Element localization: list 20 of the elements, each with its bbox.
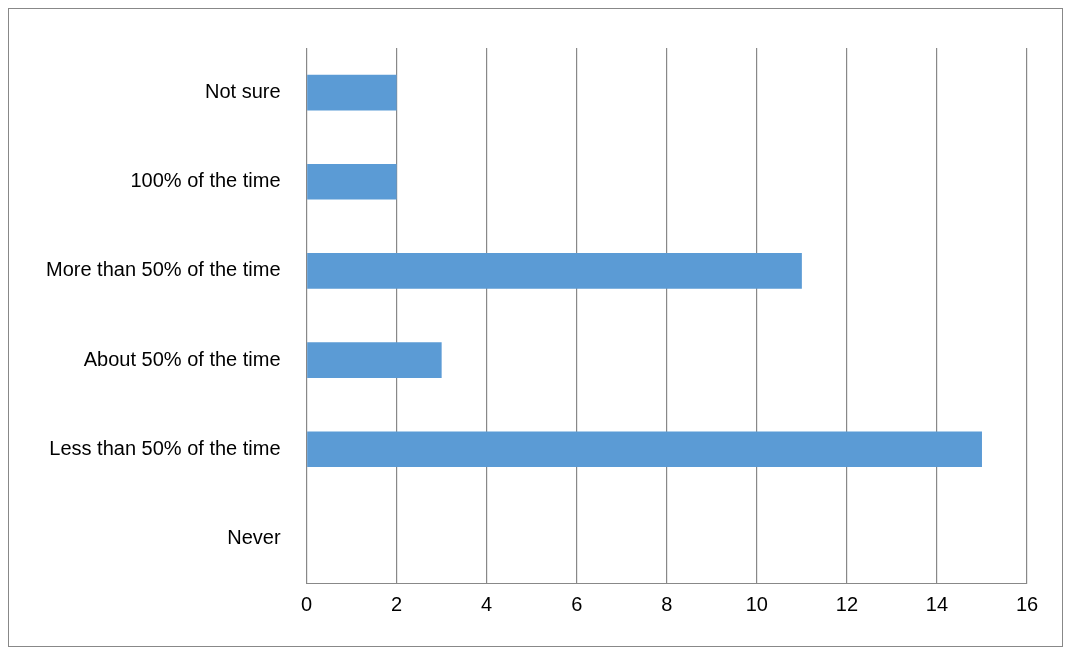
y-tick-label: Never: [227, 525, 281, 548]
y-tick-label: Less than 50% of the time: [49, 436, 281, 459]
x-tick-label: 12: [835, 592, 859, 615]
x-tick-label: 10: [745, 592, 768, 615]
y-tick-label: More than 50% of the time: [45, 258, 281, 281]
bar: [307, 163, 397, 200]
x-tick-label: 16: [1015, 592, 1039, 615]
bar: [307, 431, 982, 468]
y-tick-label: About 50% of the time: [83, 347, 281, 370]
x-tick-label: 0: [301, 592, 313, 615]
x-tick-label: 8: [661, 592, 673, 615]
bar: [307, 74, 397, 111]
x-tick-label: 14: [925, 592, 949, 615]
bar: [307, 253, 802, 289]
x-tick-label: 6: [571, 592, 583, 615]
y-tick-label: Not sure: [204, 80, 281, 103]
y-tick-label: 100% of the time: [130, 169, 281, 192]
x-tick-label: 4: [481, 592, 493, 615]
bar: [307, 342, 442, 378]
x-tick-label: 2: [391, 592, 403, 615]
